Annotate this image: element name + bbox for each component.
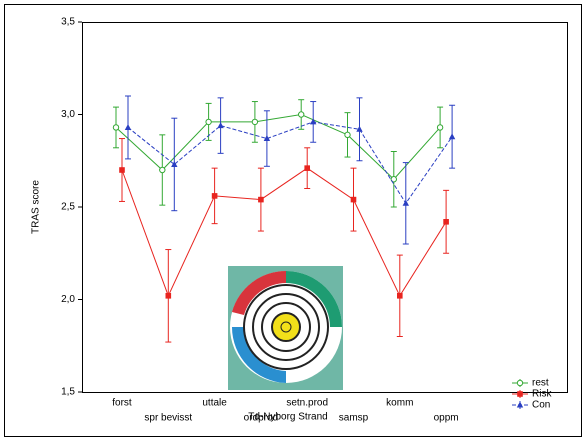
legend-label: rest <box>532 378 549 389</box>
wheel-segment <box>286 271 342 327</box>
inset-image <box>228 266 343 390</box>
series <box>124 95 456 245</box>
y-tick-label: 3,0 <box>61 109 75 120</box>
series-line <box>121 167 447 298</box>
marker <box>356 125 363 132</box>
marker <box>258 196 264 203</box>
marker <box>344 131 351 139</box>
marker <box>217 122 224 129</box>
series <box>119 138 450 343</box>
y-tick-label: 3,5 <box>61 17 75 28</box>
marker <box>443 219 449 225</box>
y-tick-label: 2,5 <box>61 202 75 213</box>
legend-entry: rest <box>512 378 549 389</box>
legend-label: Risk <box>532 389 552 400</box>
y-tick-label: 2,0 <box>61 294 75 305</box>
marker <box>205 118 212 126</box>
legend-label: Con <box>532 400 550 411</box>
series-line <box>127 121 453 205</box>
marker <box>304 165 310 171</box>
wheel-center-ring <box>280 321 292 333</box>
marker <box>350 196 357 203</box>
x-tick-label: uttale <box>202 398 227 409</box>
marker <box>171 160 178 167</box>
marker <box>124 123 132 130</box>
marker <box>298 111 305 118</box>
legend-marker <box>516 401 524 408</box>
x-tick-label: oppm <box>434 413 459 424</box>
legend-entry: Risk <box>512 389 552 400</box>
x-tick-label: forst <box>112 398 132 409</box>
marker <box>310 118 317 125</box>
x-tick-label: spr bevisst <box>144 413 192 424</box>
wheel-center <box>271 312 301 342</box>
x-tick-label: setn.prod <box>286 398 328 409</box>
marker <box>251 118 259 126</box>
marker <box>436 124 444 131</box>
wheel-ring <box>261 302 311 352</box>
marker <box>159 166 166 174</box>
marker <box>397 293 403 299</box>
wheel-segment <box>232 271 286 315</box>
marker <box>112 124 120 131</box>
x-tick-label: samsp <box>339 413 369 424</box>
marker <box>402 199 409 206</box>
inset-caption: Td-Nyborg Strand <box>248 412 327 423</box>
marker <box>165 293 172 299</box>
marker <box>390 176 397 183</box>
legend-marker <box>517 391 523 397</box>
marker <box>211 193 218 199</box>
x-tick-label: ordprod <box>244 413 278 424</box>
y-axis-label: TRAS score <box>31 180 42 234</box>
legend-entry: Con <box>512 400 550 411</box>
marker <box>119 167 125 173</box>
legend-marker <box>516 379 524 387</box>
y-tick-label: 1,5 <box>61 387 75 398</box>
wheel-ring <box>252 293 320 361</box>
marker <box>448 133 456 140</box>
x-tick-label: komm <box>386 398 413 409</box>
marker <box>263 135 271 142</box>
